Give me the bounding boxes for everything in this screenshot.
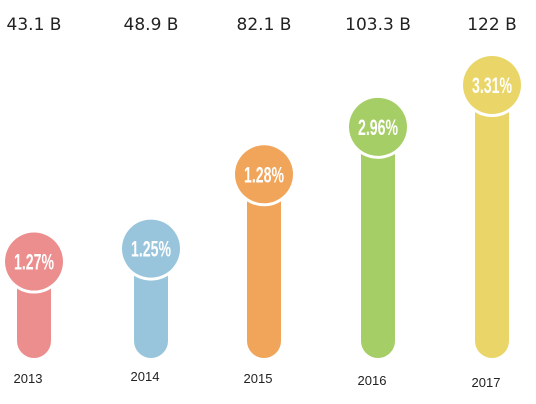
value-label-2015: 82.1 B <box>237 15 292 35</box>
percent-label-2017: 3.31% <box>472 73 512 98</box>
year-label-2016: 2016 <box>358 373 387 388</box>
year-label-2017: 2017 <box>472 375 501 390</box>
bar-2014 <box>134 258 168 358</box>
value-label-2017: 122 B <box>467 15 517 35</box>
bar-head-2015 <box>235 145 293 204</box>
bar-2015 <box>247 184 281 358</box>
bar-head-2016 <box>349 97 407 156</box>
value-label-2016: 103.3 B <box>345 15 411 35</box>
bar-2013 <box>17 271 51 358</box>
year-label-2015: 2015 <box>244 371 273 386</box>
bar-head-2013 <box>5 232 63 291</box>
bar-head-2017 <box>463 56 521 114</box>
bar-2016 <box>361 136 395 358</box>
percent-label-2013: 1.27% <box>14 250 54 275</box>
bar-head-2014 <box>122 219 180 278</box>
bar-2017 <box>475 95 509 358</box>
percent-label-2016: 2.96% <box>358 115 398 140</box>
year-label-2013: 2013 <box>14 371 43 386</box>
percent-label-2014: 1.25% <box>131 237 171 262</box>
value-label-2014: 48.9 B <box>124 15 179 35</box>
percent-label-2015: 1.28% <box>244 162 284 187</box>
value-label-2013: 43.1 B <box>7 15 62 35</box>
year-label-2014: 2014 <box>131 369 160 384</box>
